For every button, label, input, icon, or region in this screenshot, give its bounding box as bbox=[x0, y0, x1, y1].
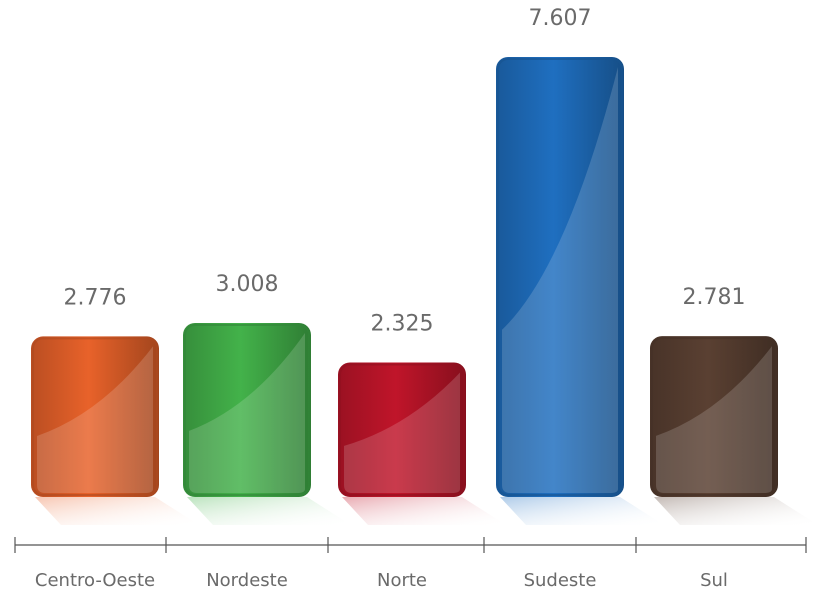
category-label: Centro-Oeste bbox=[35, 570, 155, 591]
bar-shadow-3 bbox=[500, 497, 664, 525]
bar-shadow-1 bbox=[187, 497, 351, 525]
bar-shadow-2 bbox=[342, 497, 506, 525]
category-labels: Centro-Oeste Nordeste Norte Sudeste Sul bbox=[35, 570, 728, 591]
bar-shadow-4 bbox=[654, 497, 818, 525]
value-label: 7.607 bbox=[529, 6, 592, 31]
value-label: 3.008 bbox=[216, 272, 279, 297]
category-label: Sudeste bbox=[524, 570, 597, 591]
bar-shadow-0 bbox=[35, 497, 199, 525]
value-label: 2.776 bbox=[64, 285, 127, 310]
bar-shadows bbox=[35, 497, 818, 525]
category-label: Norte bbox=[377, 570, 427, 591]
value-label: 2.781 bbox=[683, 285, 746, 310]
category-label: Nordeste bbox=[206, 570, 288, 591]
bars bbox=[31, 57, 778, 497]
value-labels: 2.776 3.008 2.325 7.607 2.781 bbox=[64, 6, 746, 337]
value-label: 2.325 bbox=[371, 312, 434, 337]
x-axis bbox=[15, 537, 806, 553]
category-label: Sul bbox=[700, 570, 728, 591]
